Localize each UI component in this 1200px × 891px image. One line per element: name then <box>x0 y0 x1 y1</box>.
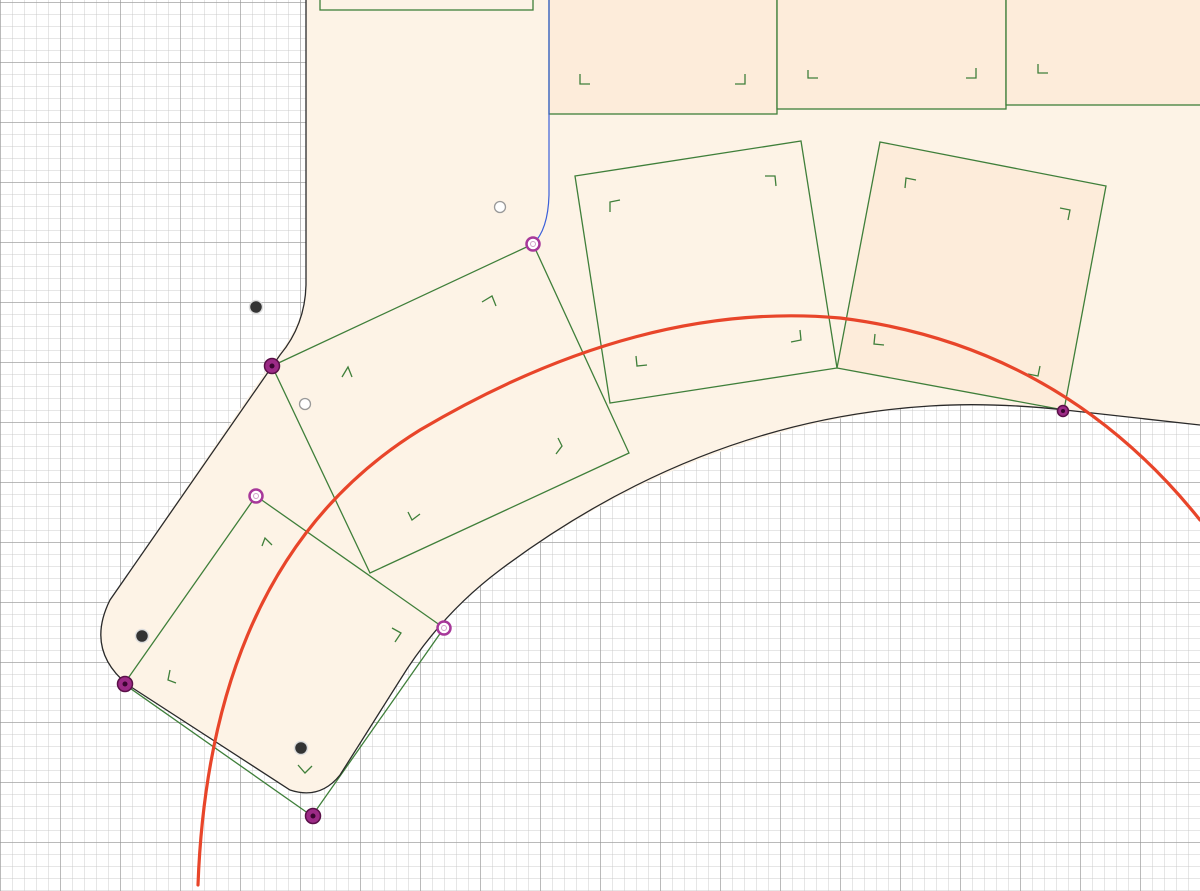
key-frame-top-3[interactable] <box>1005 0 1200 106</box>
key-frame-top-left[interactable] <box>319 0 534 11</box>
key-corner-mark <box>966 68 977 79</box>
key-corner-mark <box>790 329 802 343</box>
key-corner-mark <box>635 355 648 367</box>
constraint-point-icon[interactable] <box>263 357 281 375</box>
key-corner-mark <box>807 70 818 79</box>
reference-point-icon[interactable] <box>298 397 312 411</box>
key-corner-mark <box>297 764 313 774</box>
key-corner-mark <box>1027 365 1041 377</box>
key-corner-mark <box>555 437 563 455</box>
center-point-icon[interactable] <box>248 299 264 315</box>
key-corner-mark <box>261 536 273 547</box>
key-corner-mark <box>873 333 885 346</box>
center-point-icon[interactable] <box>293 740 309 756</box>
key-corner-mark <box>735 74 746 85</box>
sketch-point-icon[interactable] <box>525 236 541 252</box>
key-corner-mark <box>1037 64 1048 74</box>
key-corner-mark <box>904 177 917 189</box>
constraint-point-icon[interactable] <box>1056 404 1070 418</box>
reference-point-icon[interactable] <box>493 200 507 214</box>
key-corner-mark <box>341 365 353 378</box>
key-corner-mark <box>765 175 777 187</box>
constraint-point-icon[interactable] <box>116 675 134 693</box>
key-corner-mark <box>407 511 421 521</box>
key-corner-mark <box>1059 207 1071 221</box>
plate-outline-left[interactable] <box>100 0 401 794</box>
constraint-point-icon[interactable] <box>304 807 322 825</box>
key-corner-mark <box>391 627 402 643</box>
key-fill-top-2 <box>777 0 1006 109</box>
key-corner-mark <box>167 669 177 684</box>
key-fill-top-1 <box>549 0 777 114</box>
plate-outline-inner-arc[interactable] <box>399 404 1200 681</box>
key-corner-mark <box>481 295 497 307</box>
key-fill-mid-2 <box>837 142 1106 410</box>
key-frame-thumb-1[interactable] <box>271 243 630 574</box>
sketch-point-icon[interactable] <box>436 620 452 636</box>
center-point-icon[interactable] <box>134 628 150 644</box>
sketch-point-icon[interactable] <box>248 488 264 504</box>
construction-circle-arc[interactable] <box>196 314 1200 887</box>
key-corner-mark <box>609 199 621 212</box>
key-fill-top-3 <box>1006 0 1200 105</box>
key-corner-mark <box>579 74 590 85</box>
